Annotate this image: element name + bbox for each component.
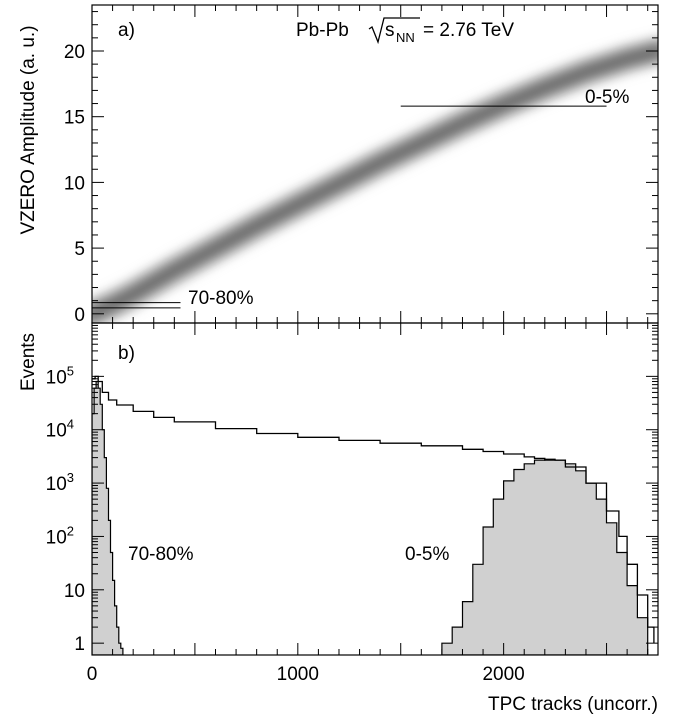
all-events-histogram <box>92 375 655 644</box>
correlation-heatmap-band <box>92 36 658 323</box>
energy-label: s NN = 2.76 TeV <box>368 17 514 45</box>
y-tick-label: 10 <box>64 173 85 194</box>
panel-a-label: a) <box>118 20 135 41</box>
y-tick-label: 20 <box>64 42 85 63</box>
log-tick-label: 104 <box>46 417 74 442</box>
y-tick-label: 0 <box>74 305 85 326</box>
panel-a-y-ticks: 0 5 10 15 20 <box>64 11 658 326</box>
annotation-0-5-top: 0-5% <box>585 87 629 108</box>
x-axis-label: TPC tracks (uncorr.) <box>488 694 658 715</box>
energy-radical: s <box>385 20 395 41</box>
log-tick-label: 10 <box>64 581 85 602</box>
panel-a-y-axis-label: VZERO Amplitude (a. u.) <box>18 25 39 234</box>
panel-b-y-axis-label: Events <box>18 333 39 391</box>
panel-b-frame <box>91 322 659 656</box>
energy-subscript: NN <box>396 30 415 45</box>
y-tick-label: 15 <box>64 108 85 129</box>
log-tick-label: 1 <box>74 634 85 655</box>
histogram-all-events-line <box>92 375 655 644</box>
histogram-filled-70-80% <box>92 380 124 655</box>
histogram-filled-0-5% <box>441 458 649 655</box>
x-tick-label: 1000 <box>277 664 319 685</box>
log-tick-label: 103 <box>46 470 74 495</box>
panel-b-y-ticks: 1 10 102 103 104 105 <box>46 324 658 655</box>
x-tick-label: 2000 <box>482 664 524 685</box>
collision-system-label: Pb-Pb <box>296 20 349 41</box>
panel-a: 0 5 10 15 20 a) Pb-Pb s NN = 2.76 TeV 0-5% 7… <box>18 4 659 326</box>
annotation-70-80-top: 70-80% <box>188 288 254 309</box>
centrality-class-histograms <box>92 380 649 655</box>
log-tick-label: 102 <box>46 523 74 548</box>
y-tick-label: 5 <box>74 239 85 260</box>
log-tick-label: 105 <box>46 363 74 388</box>
sqrt-symbol <box>368 17 420 45</box>
energy-value: = 2.76 TeV <box>423 20 514 41</box>
heatmap-band-core <box>92 48 658 317</box>
panel-b: 1 10 102 103 104 105 0 1000 2000 b) 70-80% 0-5%… <box>18 322 659 715</box>
annotation-70-80-bottom: 70-80% <box>128 544 194 565</box>
annotation-0-5-bottom: 0-5% <box>405 544 449 565</box>
x-tick-label: 0 <box>87 664 98 685</box>
panel-b-label: b) <box>118 343 135 364</box>
panel-b-x-ticks: 0 1000 2000 <box>87 323 649 685</box>
centrality-cut-lines <box>92 105 607 309</box>
